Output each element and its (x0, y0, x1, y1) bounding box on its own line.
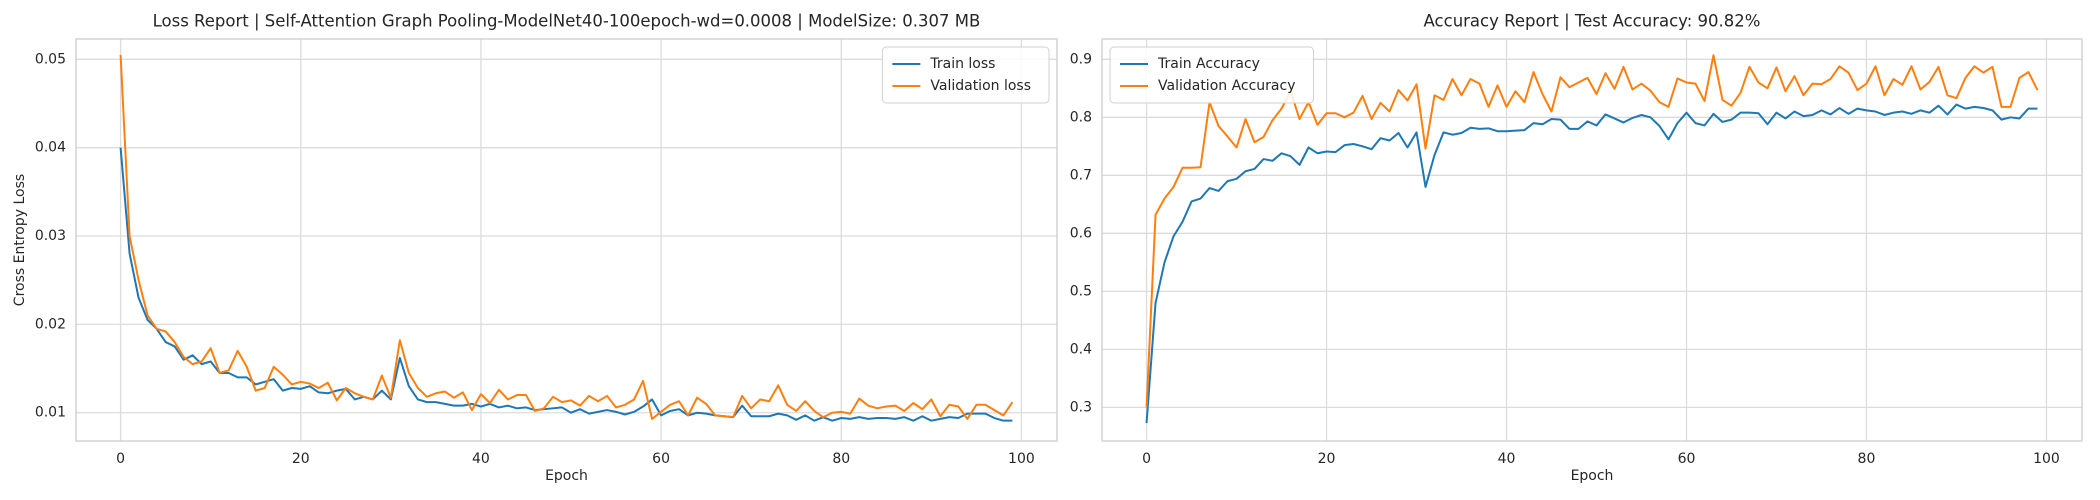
y-tick-label: 0.7 (1070, 167, 1092, 183)
y-tick-label: 0.04 (35, 140, 66, 156)
x-tick-label: 20 (292, 451, 310, 467)
plot-frame (75, 38, 1058, 442)
x-tick-label: 60 (652, 451, 670, 467)
x-tick-label: 0 (1142, 451, 1151, 467)
y-axis-label: Cross Entropy Loss (12, 174, 28, 306)
plot-frame (1101, 38, 2083, 442)
x-tick-label: 80 (1858, 451, 1876, 467)
y-tick-label: 0.03 (35, 228, 66, 244)
legend-label: Validation Accuracy (1158, 78, 1296, 94)
y-tick-label: 0.02 (35, 316, 66, 332)
legend-label: Validation loss (930, 78, 1031, 94)
y-tick-label: 0.9 (1070, 51, 1092, 67)
x-tick-label: 40 (1498, 451, 1516, 467)
y-tick-label: 0.5 (1070, 283, 1092, 299)
y-tick-label: 0.05 (35, 51, 66, 67)
legend: Train loss Validation loss (881, 46, 1050, 104)
series-line (119, 147, 1013, 422)
y-tick-label: 0.8 (1070, 109, 1092, 125)
y-tick-label: 0.01 (35, 405, 66, 421)
chart-title: Accuracy Report | Test Accuracy: 90.82% (1424, 12, 1761, 31)
x-tick-label: 20 (1318, 451, 1336, 467)
x-tick-label: 100 (2033, 451, 2060, 467)
legend-label: Train loss (929, 56, 995, 72)
series-line (119, 54, 1014, 420)
legend-box (881, 46, 1050, 104)
x-tick-label: 60 (1678, 451, 1696, 467)
x-tick-label: 100 (1008, 451, 1035, 467)
y-tick-label: 0.4 (1070, 341, 1092, 357)
x-axis-label: Epoch (1571, 468, 1614, 484)
x-tick-label: 0 (116, 451, 125, 467)
x-tick-label: 80 (832, 451, 850, 467)
series-line (1145, 103, 2038, 424)
y-tick-label: 0.6 (1070, 225, 1092, 241)
y-tick-label: 0.3 (1070, 399, 1092, 415)
series-line (1145, 54, 2039, 408)
legend-label: Train Accuracy (1157, 56, 1260, 72)
x-tick-label: 40 (472, 451, 490, 467)
chart-title: Loss Report | Self-Attention Graph Pooli… (153, 12, 981, 31)
legend: Train Accuracy Validation Accuracy (1109, 46, 1314, 104)
legend-box (1109, 46, 1314, 104)
x-axis-label: Epoch (545, 468, 588, 484)
